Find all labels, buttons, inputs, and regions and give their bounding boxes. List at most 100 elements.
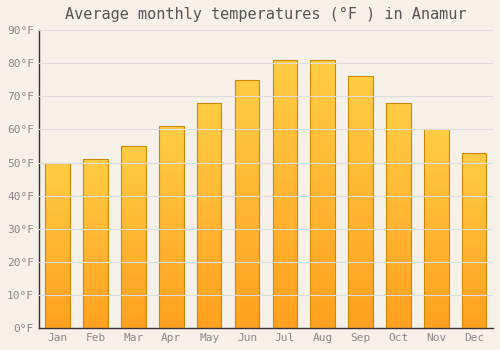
Bar (462, 265, 486, 267)
Bar (348, 217, 373, 220)
Bar (121, 285, 146, 286)
Bar (310, 71, 335, 73)
Bar (386, 326, 410, 328)
Bar (46, 284, 70, 285)
Bar (424, 213, 448, 215)
Bar (46, 209, 70, 211)
Bar (386, 110, 410, 112)
Bar (46, 224, 70, 225)
Bar (424, 135, 448, 138)
Bar (386, 310, 410, 313)
Bar (46, 222, 70, 224)
Bar (234, 157, 260, 159)
Bar (424, 231, 448, 233)
Bar (121, 244, 146, 246)
Bar (386, 137, 410, 139)
Bar (197, 148, 222, 150)
Bar (348, 301, 373, 303)
Bar (234, 194, 260, 196)
Bar (462, 254, 486, 256)
Bar (159, 300, 184, 302)
Bar (234, 301, 260, 303)
Bar (84, 303, 108, 304)
Bar (424, 215, 448, 217)
Bar (234, 296, 260, 299)
Bar (348, 175, 373, 177)
Bar (310, 186, 335, 189)
Bar (462, 188, 486, 189)
Bar (348, 232, 373, 235)
Bar (310, 97, 335, 100)
Bar (348, 139, 373, 142)
Bar (272, 140, 297, 143)
Bar (121, 306, 146, 308)
Bar (424, 316, 448, 318)
Bar (424, 199, 448, 201)
Bar (159, 156, 184, 159)
Bar (462, 225, 486, 226)
Bar (386, 290, 410, 292)
Bar (46, 193, 70, 194)
Bar (197, 319, 222, 321)
Bar (462, 163, 486, 165)
Bar (84, 161, 108, 163)
Bar (234, 306, 260, 308)
Bar (46, 166, 70, 168)
Bar (348, 240, 373, 243)
Bar (272, 60, 297, 328)
Bar (272, 253, 297, 256)
Bar (46, 325, 70, 327)
Bar (462, 189, 486, 191)
Bar (386, 164, 410, 166)
Bar (159, 209, 184, 211)
Bar (234, 234, 260, 236)
Bar (197, 134, 222, 137)
Bar (310, 173, 335, 175)
Bar (272, 256, 297, 258)
Bar (424, 274, 448, 277)
Bar (272, 326, 297, 328)
Bar (348, 313, 373, 316)
Bar (84, 217, 108, 218)
Bar (310, 242, 335, 245)
Bar (46, 303, 70, 305)
Bar (272, 266, 297, 269)
Bar (386, 238, 410, 240)
Bar (424, 217, 448, 219)
Bar (46, 318, 70, 320)
Bar (310, 178, 335, 181)
Bar (462, 270, 486, 272)
Bar (424, 193, 448, 195)
Bar (386, 182, 410, 184)
Bar (234, 174, 260, 177)
Bar (121, 224, 146, 226)
Bar (159, 245, 184, 247)
Bar (272, 186, 297, 189)
Bar (348, 230, 373, 232)
Bar (121, 157, 146, 159)
Bar (46, 290, 70, 292)
Bar (84, 247, 108, 249)
Bar (310, 274, 335, 277)
Bar (197, 155, 222, 157)
Bar (272, 224, 297, 226)
Bar (159, 183, 184, 185)
Bar (197, 292, 222, 294)
Bar (348, 127, 373, 129)
Bar (46, 229, 70, 231)
Bar (46, 287, 70, 288)
Bar (272, 282, 297, 285)
Bar (46, 171, 70, 173)
Bar (348, 182, 373, 185)
Bar (386, 313, 410, 315)
Bar (159, 259, 184, 261)
Bar (159, 316, 184, 318)
Bar (462, 296, 486, 298)
Bar (386, 105, 410, 107)
Bar (84, 212, 108, 213)
Bar (348, 195, 373, 197)
Bar (234, 187, 260, 189)
Bar (46, 313, 70, 315)
Bar (462, 181, 486, 182)
Bar (46, 184, 70, 186)
